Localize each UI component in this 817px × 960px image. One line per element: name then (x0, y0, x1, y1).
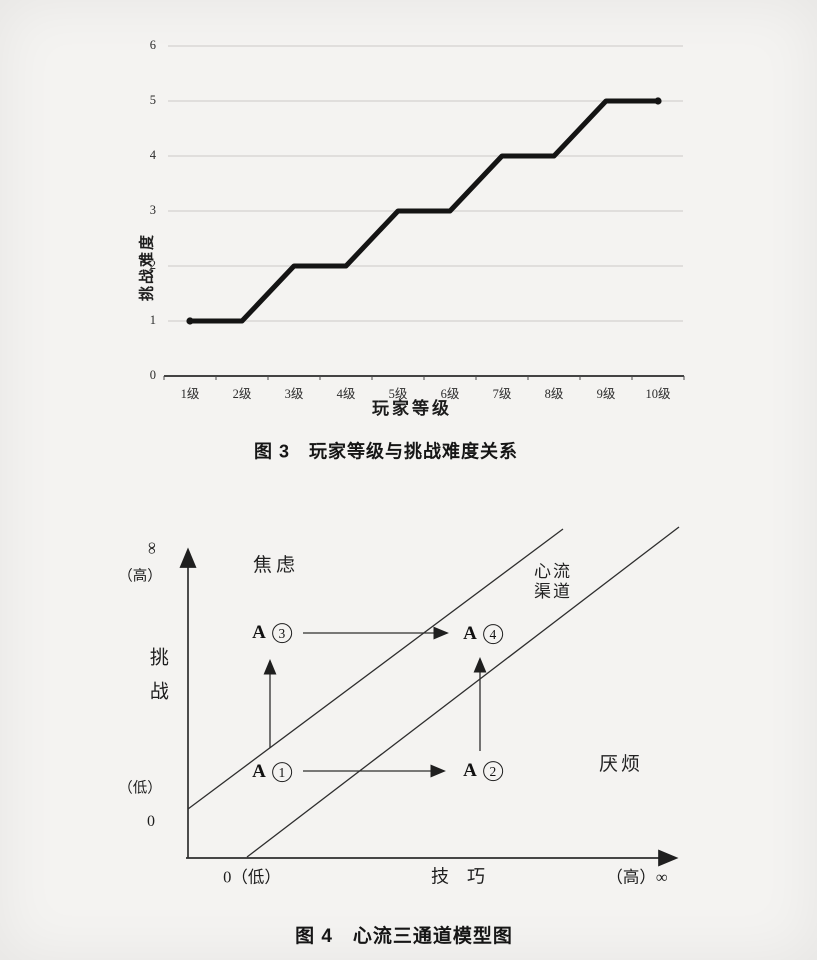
fig3-x-tick-label: 2级 (232, 387, 252, 401)
fig4-y-axis-low-label: （低） (118, 780, 162, 797)
fig4-region-anxiety: 焦虑 (252, 555, 300, 577)
fig4-flow-channel-line2: 渠道 (534, 582, 572, 601)
fig4-point-a3: A 3 (252, 622, 292, 644)
fig4-y-axis-infinity-label: ∞ (143, 541, 162, 555)
fig4-channel-upper-line (187, 528, 564, 810)
fig4-point-a3-circled-number: 3 (271, 623, 292, 643)
fig4-point-a4: A 4 (463, 623, 503, 645)
fig3-y-tick-label: 1 (149, 313, 156, 327)
fig4-point-a4-circled-number: 4 (482, 624, 503, 644)
fig3-x-tick-label: 9级 (596, 387, 616, 401)
fig3-x-tick-label: 1级 (180, 387, 200, 401)
fig3-y-tick-label: 3 (149, 203, 156, 217)
fig3-x-tick-label: 7级 (492, 387, 512, 401)
fig3-x-axis-title: 玩家等级 (372, 399, 452, 419)
fig4-flow-diagram (179, 526, 680, 867)
fig3-x-tick-label: 6级 (440, 387, 460, 401)
fig4-point-a1-circled-number: 1 (271, 762, 292, 782)
fig3-x-tick-label: 3级 (284, 387, 304, 401)
fig4-flow-channel-line1: 心流 (534, 562, 572, 581)
fig3-y-tick-label: 5 (149, 93, 156, 107)
fig3-y-tick-label: 6 (149, 38, 156, 52)
fig4-point-a2-circled-number: 2 (482, 761, 503, 781)
fig4-y-axis-title: 挑战 (146, 647, 168, 715)
fig4-point-a2-letter: A (463, 760, 477, 782)
fig4-region-flow-channel: 心流 渠道 (534, 562, 572, 602)
fig4-x-axis-origin-label: 0（低） (223, 867, 281, 887)
fig4-x-axis-high-label: （高）∞ (606, 867, 668, 887)
fig3-y-tick-label: 0 (149, 368, 156, 382)
fig4-channel-lower-line (246, 526, 680, 858)
fig3-step-chart (163, 45, 685, 380)
fig3-y-axis-title: 挑战难度 (138, 232, 156, 302)
fig4-point-a4-letter: A (463, 623, 477, 645)
fig3-caption: 图 3 玩家等级与挑战难度关系 (253, 441, 519, 462)
fig4-point-a2: A 2 (463, 760, 503, 782)
fig3-x-tick-label: 10级 (645, 387, 671, 401)
fig3-y-tick-label: 4 (149, 148, 156, 162)
fig3-difficulty-step-line (190, 98, 658, 324)
fig4-x-axis-title: 技 巧 (431, 866, 485, 887)
fig3-x-tick-label: 5级 (388, 387, 408, 401)
fig4-y-axis-zero-label: 0 (147, 812, 155, 830)
fig4-point-a1: A 1 (252, 761, 292, 783)
fig4-region-boredom: 厌烦 (598, 754, 644, 776)
fig4-point-a1-letter: A (252, 761, 266, 783)
fig4-point-a3-letter: A (252, 622, 266, 644)
fig4-y-axis-high-label: （高） (118, 568, 162, 585)
fig3-x-tick-label: 4级 (336, 387, 356, 401)
fig3-x-tick-label: 8级 (544, 387, 564, 401)
fig3-endpoint-marker (654, 97, 662, 105)
fig3-endpoint-marker (186, 317, 194, 325)
fig3-y-tick-label: 2 (149, 258, 156, 272)
fig4-caption: 图 4 心流三通道模型图 (295, 926, 513, 948)
